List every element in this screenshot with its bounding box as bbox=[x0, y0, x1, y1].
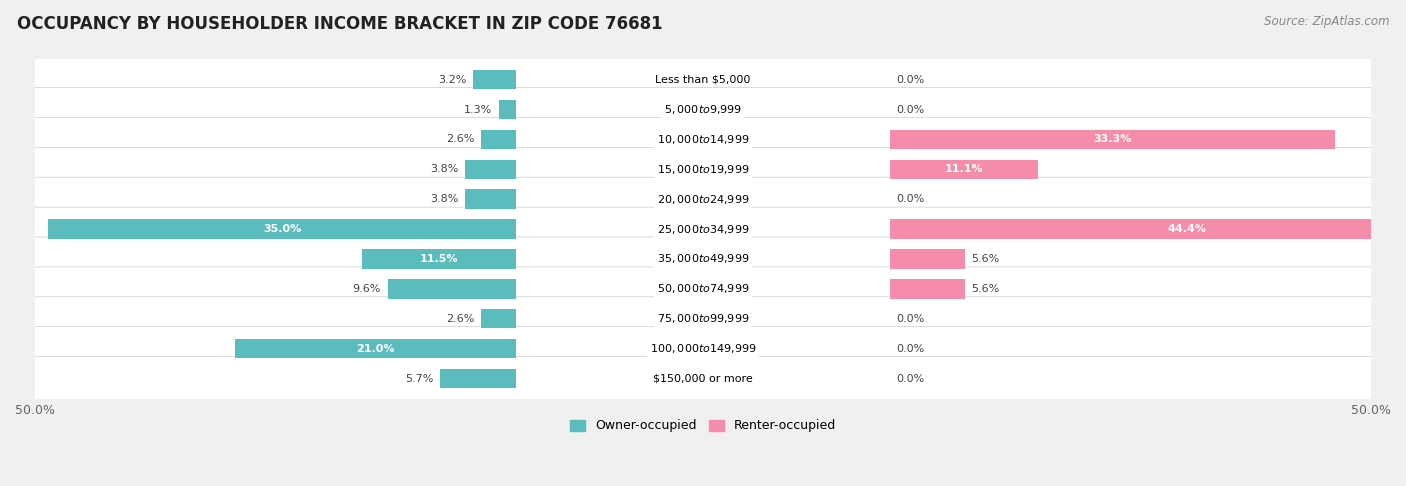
Text: 11.1%: 11.1% bbox=[945, 164, 984, 174]
Bar bbox=[388, 279, 516, 298]
Text: $20,000 to $24,999: $20,000 to $24,999 bbox=[657, 193, 749, 206]
Text: 5.7%: 5.7% bbox=[405, 374, 433, 383]
Text: 33.3%: 33.3% bbox=[1094, 135, 1132, 144]
FancyBboxPatch shape bbox=[27, 327, 1379, 371]
Bar bbox=[481, 130, 516, 149]
Text: 0.0%: 0.0% bbox=[897, 374, 925, 383]
Bar bbox=[890, 130, 1334, 149]
FancyBboxPatch shape bbox=[27, 87, 1379, 132]
Bar bbox=[363, 249, 516, 269]
Text: 3.8%: 3.8% bbox=[430, 164, 458, 174]
FancyBboxPatch shape bbox=[27, 237, 1379, 281]
Text: 0.0%: 0.0% bbox=[897, 194, 925, 204]
Text: $150,000 or more: $150,000 or more bbox=[654, 374, 752, 383]
Text: 5.6%: 5.6% bbox=[972, 254, 1000, 264]
Text: Less than $5,000: Less than $5,000 bbox=[655, 75, 751, 85]
Text: 9.6%: 9.6% bbox=[353, 284, 381, 294]
FancyBboxPatch shape bbox=[27, 207, 1379, 251]
Text: 3.8%: 3.8% bbox=[430, 194, 458, 204]
FancyBboxPatch shape bbox=[27, 58, 1379, 102]
Text: 0.0%: 0.0% bbox=[897, 344, 925, 354]
Text: 21.0%: 21.0% bbox=[357, 344, 395, 354]
Bar bbox=[465, 190, 516, 209]
Bar bbox=[440, 369, 516, 388]
FancyBboxPatch shape bbox=[27, 147, 1379, 191]
Text: 0.0%: 0.0% bbox=[897, 75, 925, 85]
Text: $75,000 to $99,999: $75,000 to $99,999 bbox=[657, 312, 749, 325]
Text: 3.2%: 3.2% bbox=[439, 75, 467, 85]
FancyBboxPatch shape bbox=[27, 267, 1379, 311]
Bar bbox=[465, 159, 516, 179]
Text: 1.3%: 1.3% bbox=[464, 104, 492, 115]
Text: 5.6%: 5.6% bbox=[972, 284, 1000, 294]
Text: $15,000 to $19,999: $15,000 to $19,999 bbox=[657, 163, 749, 176]
Bar bbox=[890, 279, 965, 298]
FancyBboxPatch shape bbox=[27, 177, 1379, 221]
Text: Source: ZipAtlas.com: Source: ZipAtlas.com bbox=[1264, 15, 1389, 28]
Text: 0.0%: 0.0% bbox=[897, 314, 925, 324]
Text: $50,000 to $74,999: $50,000 to $74,999 bbox=[657, 282, 749, 295]
Text: OCCUPANCY BY HOUSEHOLDER INCOME BRACKET IN ZIP CODE 76681: OCCUPANCY BY HOUSEHOLDER INCOME BRACKET … bbox=[17, 15, 662, 33]
FancyBboxPatch shape bbox=[27, 297, 1379, 341]
Bar bbox=[235, 339, 516, 358]
FancyBboxPatch shape bbox=[27, 357, 1379, 400]
Text: $35,000 to $49,999: $35,000 to $49,999 bbox=[657, 252, 749, 265]
Text: $10,000 to $14,999: $10,000 to $14,999 bbox=[657, 133, 749, 146]
Legend: Owner-occupied, Renter-occupied: Owner-occupied, Renter-occupied bbox=[565, 415, 841, 437]
Text: $5,000 to $9,999: $5,000 to $9,999 bbox=[664, 103, 742, 116]
Bar bbox=[474, 70, 516, 89]
Bar bbox=[890, 249, 965, 269]
Text: $100,000 to $149,999: $100,000 to $149,999 bbox=[650, 342, 756, 355]
Text: 2.6%: 2.6% bbox=[446, 135, 475, 144]
Bar bbox=[481, 309, 516, 329]
Text: 11.5%: 11.5% bbox=[420, 254, 458, 264]
Bar bbox=[890, 159, 1039, 179]
Text: 0.0%: 0.0% bbox=[897, 104, 925, 115]
Bar bbox=[499, 100, 516, 119]
FancyBboxPatch shape bbox=[27, 118, 1379, 161]
Text: 44.4%: 44.4% bbox=[1167, 224, 1206, 234]
Bar bbox=[890, 219, 1406, 239]
Text: $25,000 to $34,999: $25,000 to $34,999 bbox=[657, 223, 749, 236]
Text: 35.0%: 35.0% bbox=[263, 224, 301, 234]
Text: 2.6%: 2.6% bbox=[446, 314, 475, 324]
Bar bbox=[48, 219, 516, 239]
